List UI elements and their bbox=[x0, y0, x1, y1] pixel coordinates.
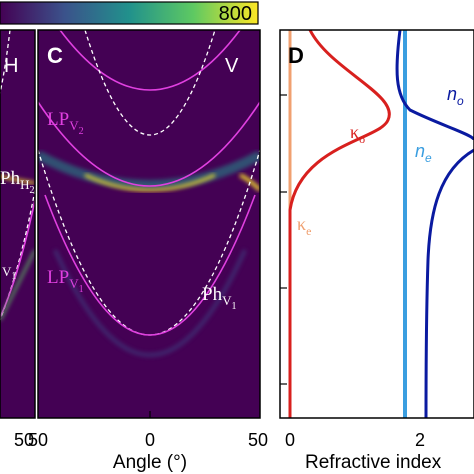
panel-c-frame bbox=[37, 29, 261, 419]
c-annotation-phv1: PhV1 bbox=[202, 284, 236, 312]
left-pol-label: H bbox=[4, 55, 18, 77]
d-x-tick-0: 0 bbox=[285, 430, 295, 450]
c-upper-polariton bbox=[59, 30, 241, 91]
d-annotation-no: no bbox=[447, 84, 464, 108]
c-lpv1-curve bbox=[44, 194, 256, 336]
left-photon-upper bbox=[0, 30, 11, 97]
left-annotation-v1: V1 bbox=[2, 264, 16, 282]
panel-d-letter: D bbox=[288, 43, 304, 68]
panel-left-frame bbox=[0, 29, 36, 419]
c-lpv2-curve bbox=[38, 101, 260, 187]
d-x-tick-2: 2 bbox=[415, 430, 425, 450]
c-glow-band bbox=[38, 150, 260, 190]
c-x-tick-left: 50 bbox=[28, 430, 48, 450]
c-x-tick-right: 50 bbox=[248, 430, 268, 450]
panel-d-frame bbox=[279, 29, 474, 419]
c-annotation-lpv2: LPV2 bbox=[47, 109, 84, 137]
c-faint-mode bbox=[53, 249, 247, 357]
c-annotation-lpv1: LPV1 bbox=[47, 267, 84, 295]
d-x-axis-label: Refractive index bbox=[305, 452, 442, 473]
ko-curve bbox=[288, 29, 391, 418]
d-annotation-ko: κo bbox=[350, 122, 365, 146]
panel-c-letter: C bbox=[47, 43, 63, 68]
panel-c-pol-label: V bbox=[225, 55, 239, 77]
d-annotation-ke: κe bbox=[297, 214, 311, 238]
left-x-tick: 50 bbox=[14, 430, 34, 450]
colorbar: 800 bbox=[0, 1, 259, 25]
c-x-axis-label: Angle (°) bbox=[113, 452, 187, 473]
panel-c: C V LPV2 LPV1 PhV1 50 0 50 Angle (°) bbox=[28, 29, 268, 473]
left-annotation-ph: PhH2 bbox=[0, 168, 34, 196]
left-bright-mode bbox=[0, 174, 35, 185]
panel-c-background bbox=[38, 30, 260, 418]
d-annotation-ne: ne bbox=[415, 141, 432, 165]
c-bright-edge bbox=[239, 173, 260, 192]
colorbar-max-label: 800 bbox=[219, 3, 252, 25]
panel-d: D no ne κo κe 0 2 Refractive index bbox=[279, 29, 474, 473]
panel-left: H PhH2 V1 50 bbox=[0, 29, 36, 450]
no-curve bbox=[395, 29, 474, 419]
c-bright-mode bbox=[84, 173, 216, 192]
c-x-tick-center: 0 bbox=[145, 430, 155, 450]
colorbar-gradient bbox=[0, 1, 259, 25]
c-upper-photon bbox=[84, 30, 216, 136]
left-bright-mode-2 bbox=[0, 249, 35, 321]
